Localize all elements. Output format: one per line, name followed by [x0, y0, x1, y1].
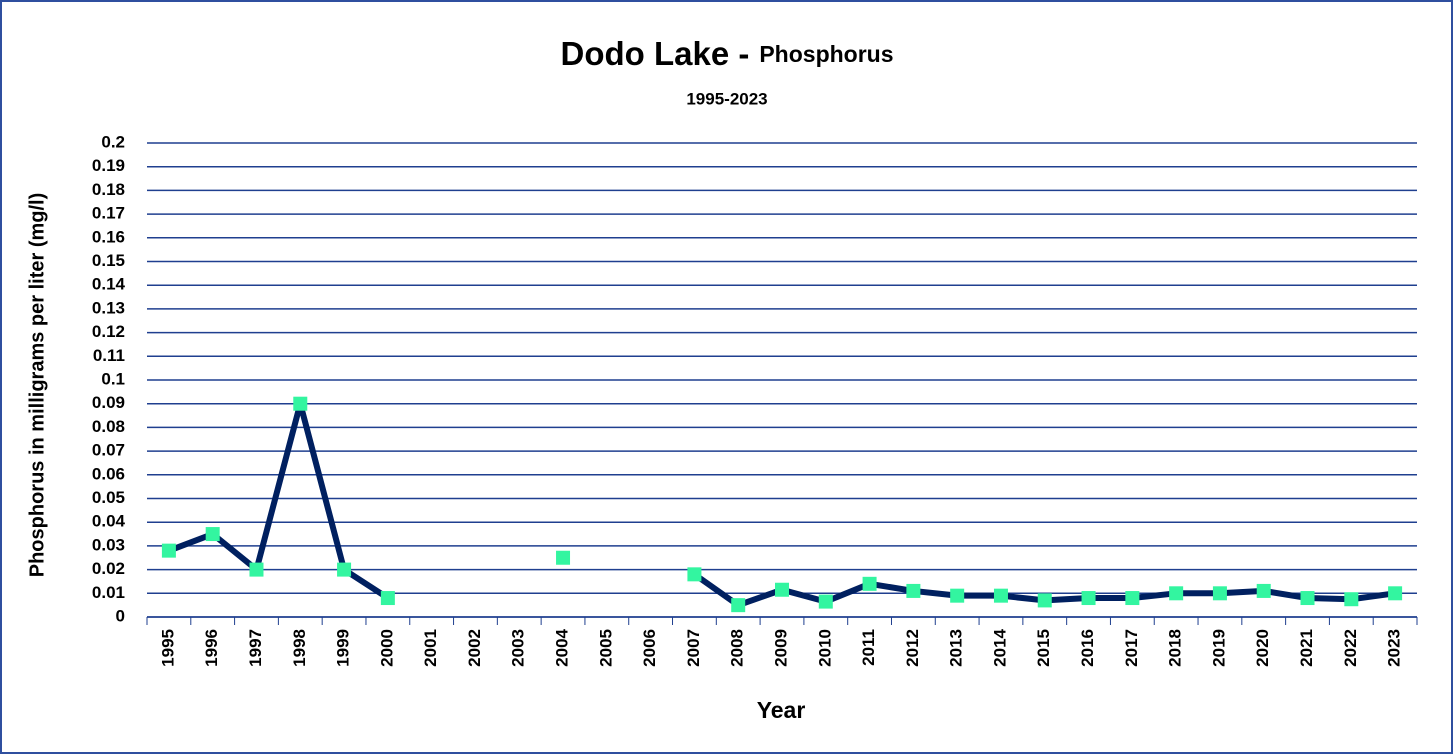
- x-tick-label: 1996: [202, 629, 221, 667]
- y-tick-label: 0.17: [92, 204, 125, 223]
- x-tick-label: 2020: [1253, 629, 1272, 667]
- y-tick-label: 0.04: [92, 512, 126, 531]
- y-tick-label: 0.15: [92, 251, 125, 270]
- x-tick-label: 2007: [684, 629, 703, 667]
- y-tick-label: 0.2: [101, 132, 125, 151]
- y-tick-label: 0.14: [92, 275, 126, 294]
- marker: [1212, 586, 1227, 601]
- marker: [1344, 592, 1359, 607]
- y-tick-label: 0.08: [92, 417, 125, 436]
- marker: [1169, 586, 1184, 601]
- x-tick-label: 2022: [1341, 629, 1360, 667]
- x-tick-label: 2016: [1078, 629, 1097, 667]
- marker: [818, 594, 833, 609]
- x-tick-label: 2009: [771, 629, 790, 667]
- x-tick-label: 2005: [596, 629, 615, 667]
- x-tick-label: 2008: [728, 629, 747, 667]
- marker: [337, 562, 352, 577]
- y-tick-label: 0.1: [101, 369, 125, 388]
- title-sub: Phosphorus: [759, 41, 893, 67]
- marker: [1256, 583, 1271, 598]
- marker: [380, 591, 395, 606]
- y-tick-label: 0.09: [92, 393, 125, 412]
- y-tick-label: 0.02: [92, 559, 125, 578]
- x-tick-label: 2010: [815, 629, 834, 667]
- chart-subtitle: 1995-2023: [686, 89, 767, 108]
- y-tick-label: 0.12: [92, 322, 125, 341]
- x-tick-label: 2011: [859, 629, 878, 666]
- x-axis-title: Year: [757, 697, 806, 723]
- x-tick-label: 2023: [1385, 629, 1404, 667]
- x-tick-label: 2004: [553, 628, 572, 666]
- x-tick-label: 2013: [947, 629, 966, 667]
- marker: [950, 588, 965, 603]
- y-tick-label: 0: [116, 606, 125, 625]
- x-tick-label: 2003: [509, 629, 528, 667]
- y-tick-label: 0.18: [92, 180, 125, 199]
- x-tick-label: 1998: [290, 629, 309, 667]
- marker: [1081, 591, 1096, 606]
- chart-title: Dodo Lake - Phosphorus: [560, 35, 893, 72]
- x-tick-label: 2017: [1122, 629, 1141, 667]
- y-tick-label: 0.11: [93, 346, 125, 365]
- title-main: Dodo Lake -: [560, 35, 749, 72]
- x-tick-label: 2015: [1034, 629, 1053, 667]
- marker: [731, 598, 746, 613]
- y-tick-label: 0.05: [92, 488, 125, 507]
- x-tick-label: 2006: [640, 629, 659, 667]
- marker: [862, 576, 877, 591]
- x-tick-label: 2002: [465, 629, 484, 667]
- marker: [993, 588, 1008, 603]
- y-tick-label: 0.07: [92, 441, 125, 460]
- y-tick-label: 0.19: [92, 156, 125, 175]
- y-tick-label: 0.13: [92, 298, 125, 317]
- marker: [249, 562, 264, 577]
- marker: [1388, 586, 1403, 601]
- marker: [1125, 591, 1140, 606]
- x-tick-label: 2021: [1297, 629, 1316, 667]
- y-tick-label: 0.06: [92, 464, 125, 483]
- x-tick-label: 1995: [158, 629, 177, 667]
- x-tick-label: 2000: [377, 629, 396, 667]
- y-tick-label: 0.03: [92, 535, 125, 554]
- marker: [1037, 593, 1052, 608]
- marker: [293, 396, 308, 411]
- marker: [906, 583, 921, 598]
- marker: [205, 527, 220, 542]
- x-tick-label: 1999: [334, 629, 353, 667]
- x-tick-label: 2018: [1166, 629, 1185, 667]
- marker: [687, 567, 702, 582]
- marker: [775, 582, 789, 597]
- y-axis-title: Phosphorus in milligrams per liter (mg/l…: [26, 193, 48, 578]
- x-tick-label: 2012: [903, 629, 922, 667]
- x-tick-label: 1997: [246, 629, 265, 667]
- x-tick-label: 2019: [1209, 629, 1228, 667]
- x-tick-label: 2001: [421, 629, 440, 667]
- y-tick-label: 0.01: [92, 583, 125, 602]
- marker: [556, 550, 571, 565]
- marker: [161, 543, 176, 558]
- x-tick-label: 2014: [990, 628, 1009, 666]
- marker: [1300, 591, 1315, 606]
- y-tick-label: 0.16: [92, 227, 125, 246]
